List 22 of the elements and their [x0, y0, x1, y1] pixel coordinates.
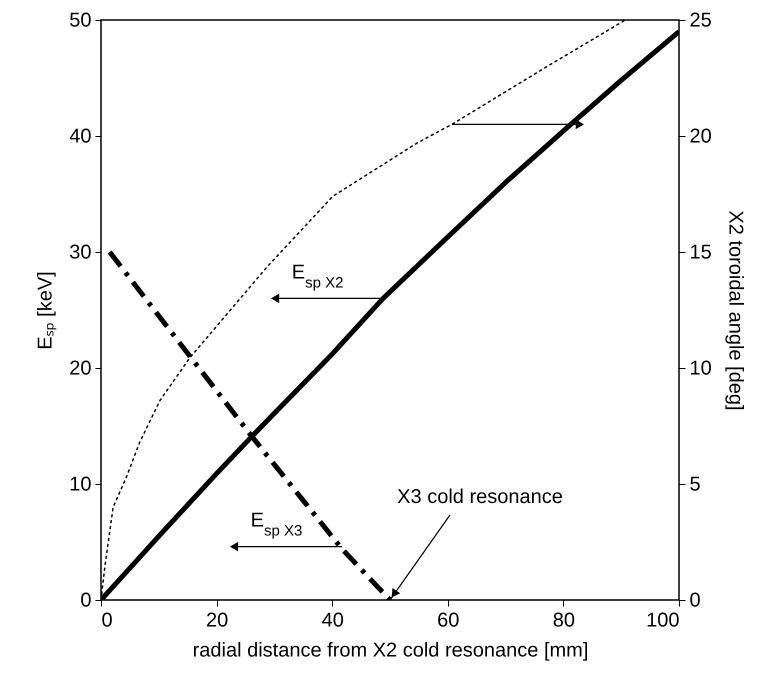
- y-tick-label: 0: [80, 590, 92, 612]
- y-tick-label: 20: [69, 358, 92, 380]
- x-tick-label: 80: [552, 610, 576, 632]
- y2-tick-label: 10: [690, 358, 712, 380]
- x-tick-label: 0: [102, 610, 113, 632]
- y2-tick-label: 20: [690, 126, 712, 148]
- y2-tick-label: 25: [690, 10, 712, 32]
- x-axis-title: radial distance from X2 cold resonance [mm]: [192, 640, 588, 662]
- x-tick-label: 100: [646, 610, 680, 632]
- y2-axis-title: X2 toroidal angle [deg]: [724, 210, 747, 411]
- y-tick-label: 50: [69, 10, 92, 32]
- x-tick-label: 60: [437, 610, 460, 632]
- y-tick-label: 40: [69, 126, 92, 148]
- x-tick-label: 40: [322, 610, 344, 632]
- y2-tick-label: 15: [690, 242, 712, 264]
- y-axis-title: Eₛₚ [keV]: [34, 271, 56, 350]
- y-tick-label: 30: [69, 242, 92, 264]
- y2-tick-label: 5: [690, 474, 701, 496]
- x-tick-label: 20: [206, 610, 228, 632]
- y2-tick-label: 0: [690, 590, 701, 612]
- y-tick-label: 10: [69, 474, 92, 496]
- annotation: X3 cold resonance: [397, 486, 563, 508]
